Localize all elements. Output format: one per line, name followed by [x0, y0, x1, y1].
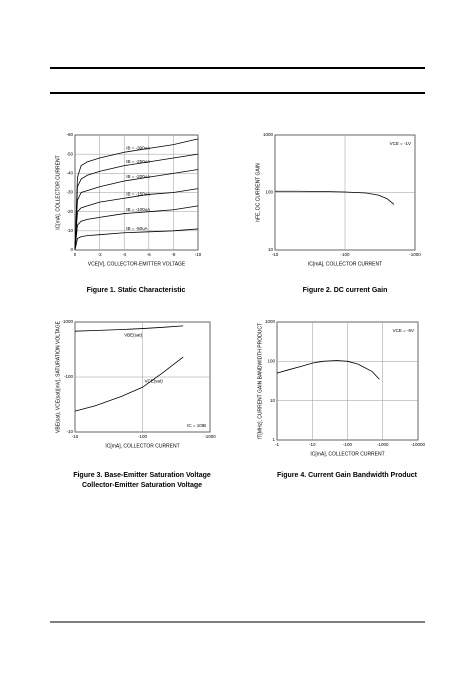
x-tick-label: 0	[74, 252, 77, 257]
y-tick-label: 1000	[265, 319, 276, 324]
y-axis-label: VBE(sat), VCE(sat)[mV], SATURATION VOLTA…	[55, 320, 61, 433]
series-label: IB = -100uA	[126, 207, 150, 212]
y-tick-label: -100	[64, 374, 74, 379]
x-tick-label: -8	[171, 252, 175, 257]
y-tick-label: 1	[272, 437, 275, 442]
y-tick-label: -30	[66, 190, 73, 195]
y-tick-label: -40	[66, 171, 73, 176]
series-label: VBE(sat)	[124, 333, 143, 338]
x-tick-label: -1	[275, 442, 279, 447]
figure-caption: Figure 4. Current Gain Bandwidth Product	[277, 472, 418, 479]
series-line	[74, 188, 199, 251]
figure-caption: Figure 1. Static Characteristic	[87, 287, 186, 294]
series-label: VCE(sat)	[145, 378, 164, 383]
x-tick-label: -1000	[377, 442, 389, 447]
x-tick-label: -10000	[411, 442, 426, 447]
y-axis-label: hFE, DC CURRENT GAIN	[255, 163, 261, 222]
x-tick-label: -1000	[204, 434, 216, 439]
annotation: IC = 10IB	[187, 423, 206, 428]
x-tick-label: -10	[195, 252, 202, 257]
y-axis-label: IC[mA], COLLECTOR CURRENT	[55, 155, 61, 229]
x-tick-label: -10	[272, 252, 279, 257]
annotation: VCE = -1V	[390, 141, 411, 146]
series-line	[74, 169, 199, 251]
y-tick-label: 10	[270, 398, 276, 403]
series-label: IB = -50uA	[126, 226, 147, 231]
y-tick-label: -10	[66, 429, 73, 434]
x-axis-label: IC[mA], COLLECTOR CURRENT	[310, 451, 384, 457]
x-tick-label: -10	[309, 442, 316, 447]
series-line	[74, 153, 199, 251]
x-tick-label: -6	[147, 252, 151, 257]
series-label: IB = -300uA	[126, 145, 150, 150]
annotation: VCE = -6V	[393, 328, 414, 333]
x-axis-label: IC[mA], COLLECTOR CURRENT	[308, 261, 382, 267]
y-tick-label: 1000	[263, 132, 274, 137]
x-tick-label: -100	[343, 442, 353, 447]
y-tick-label: 0	[70, 247, 73, 252]
y-tick-label: -10	[66, 228, 73, 233]
series-label: IB = -250uA	[126, 159, 150, 164]
series-line	[275, 190, 395, 205]
series-line	[276, 360, 380, 380]
series-label: IB = -150uA	[126, 191, 150, 196]
x-tick-label: -100	[138, 434, 148, 439]
y-tick-label: -60	[66, 132, 73, 137]
y-tick-label: -50	[66, 151, 73, 156]
y-axis-label: fT[MHz], CURRENT GAIN BANDWIDTH PRODUCT	[257, 323, 263, 439]
series-line	[74, 138, 199, 251]
y-tick-label: 10	[268, 247, 274, 252]
x-tick-label: -2	[98, 252, 102, 257]
series-line	[74, 356, 184, 412]
x-tick-label: -10	[72, 434, 79, 439]
y-tick-label: 100	[265, 190, 273, 195]
y-tick-label: -20	[66, 209, 73, 214]
figure-caption: Figure 2. DC current Gain	[303, 287, 388, 294]
series-line	[74, 325, 184, 332]
x-axis-label: IC[mA], COLLECTOR CURRENT	[105, 443, 179, 449]
x-axis-label: VCE[V], COLLECTOR-EMITTER VOLTAGE	[88, 261, 186, 267]
x-tick-label: -4	[122, 252, 126, 257]
x-tick-label: -1000	[409, 252, 421, 257]
figure-caption: Figure 3. Base-Emitter Saturation Voltag…	[73, 472, 211, 479]
y-tick-label: -1000	[61, 319, 73, 324]
x-tick-label: -100	[340, 252, 350, 257]
y-tick-label: 100	[267, 359, 275, 364]
figure-caption: Collector-Emitter Saturation Voltage	[82, 482, 202, 489]
series-line	[74, 205, 199, 251]
series-label: IB = -200uA	[126, 174, 150, 179]
series-line	[74, 228, 199, 251]
